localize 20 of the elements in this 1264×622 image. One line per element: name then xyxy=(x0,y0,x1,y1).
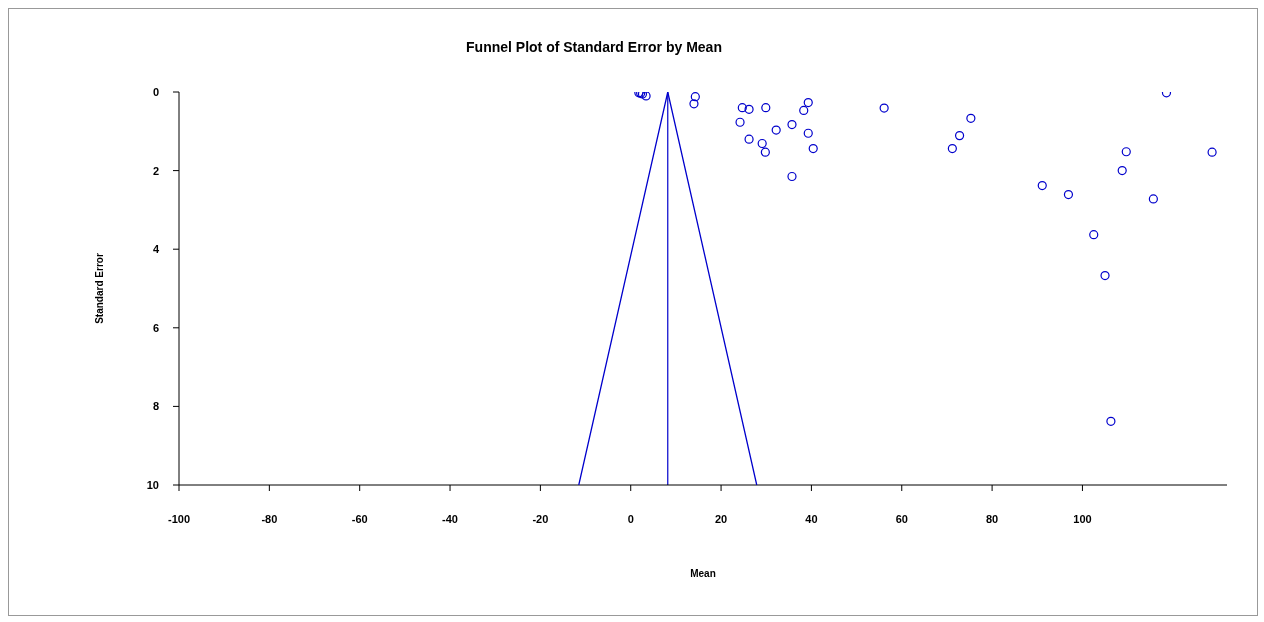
x-tick-label: 100 xyxy=(1073,512,1092,525)
y-axis-title: Standard Error xyxy=(93,253,105,324)
y-tick-label: 4 xyxy=(152,243,160,256)
x-axis-title: Mean xyxy=(690,568,716,579)
x-tick-label: -20 xyxy=(532,512,549,525)
x-tick-label: 60 xyxy=(895,512,908,525)
y-tick-label: 10 xyxy=(146,478,159,491)
x-tick-label: 40 xyxy=(805,512,818,525)
x-tick-label: 0 xyxy=(627,512,634,525)
x-tick-label: -40 xyxy=(442,512,458,525)
y-tick-label: 6 xyxy=(152,321,159,334)
x-tick-label: -100 xyxy=(167,512,191,525)
x-tick-label: -80 xyxy=(261,512,278,525)
y-tick-label: 8 xyxy=(152,400,159,413)
y-tick-label: 0 xyxy=(152,85,159,98)
x-tick-label: 20 xyxy=(714,512,728,525)
chart-title: Funnel Plot of Standard Error by Mean xyxy=(465,39,723,55)
x-tick-label: 80 xyxy=(985,512,999,525)
x-tick-label: -60 xyxy=(351,512,368,525)
y-tick-label: 2 xyxy=(152,164,159,177)
